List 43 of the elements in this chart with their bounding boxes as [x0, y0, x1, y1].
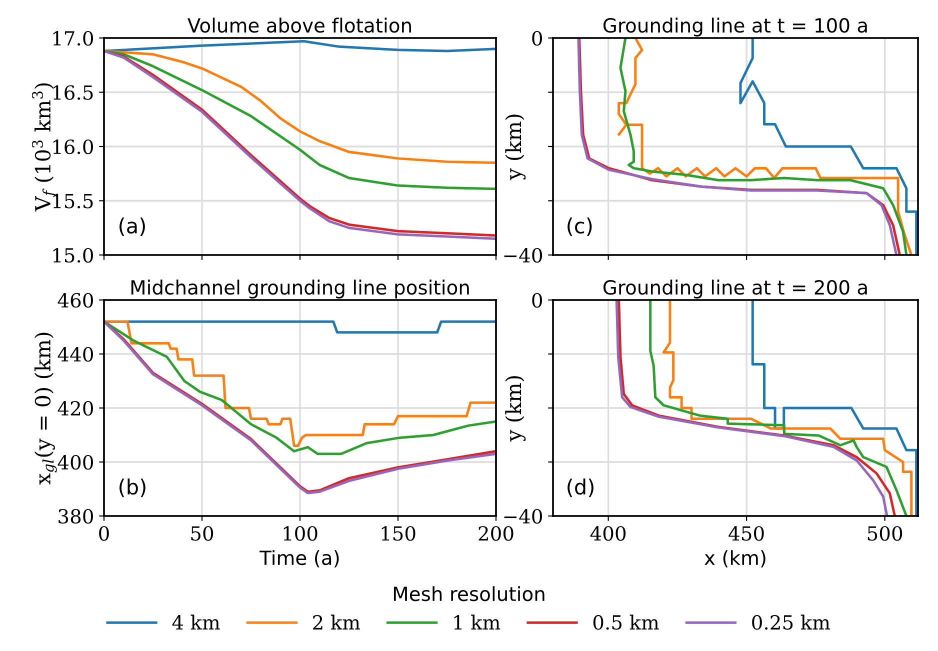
x-tick-label: 500	[868, 526, 902, 541]
y-tick-label: 0	[532, 292, 542, 308]
chart-title: Grounding line at t = 100 a	[603, 18, 867, 36]
y-tick-label: 16.5	[53, 85, 93, 100]
x-axis-title: x (km)	[704, 550, 766, 568]
y-tick-label: 460	[58, 292, 93, 308]
annotation: (b)	[120, 478, 146, 498]
line-series	[104, 40, 496, 52]
x-tick-label: 400	[590, 526, 626, 541]
y-tick-label: 420	[58, 400, 93, 416]
x-tick-label: 100	[284, 526, 318, 541]
y-tick-label: 16.0	[53, 139, 93, 154]
y-tick-label: 0	[532, 30, 542, 46]
y-tick-label: 15.0	[53, 248, 93, 263]
y-tick-label: 440	[58, 346, 93, 362]
legend-label: 4 km	[172, 614, 220, 630]
y-tick-label: 380	[58, 508, 93, 524]
y-tick-label: −40	[504, 248, 542, 263]
x-tick-label: 450	[728, 526, 764, 541]
legend-label: 2 km	[313, 614, 360, 630]
x-tick-label: 200	[478, 526, 514, 541]
annotation: (c)	[568, 218, 592, 236]
legend-label: 0.5 km	[593, 614, 659, 630]
y-axis-title: y (km)	[505, 376, 526, 442]
legend-label: 0.25 km	[752, 614, 830, 630]
chart-title: Volume above flotation	[188, 18, 411, 33]
y-axis-title: x$_{gl}$(y = 0) (km)	[34, 332, 57, 485]
y-tick-label: 400	[58, 454, 93, 470]
x-tick-label: 150	[382, 526, 416, 541]
chart-title: Midchannel grounding line position	[131, 280, 469, 298]
x-tick-label: 50	[191, 526, 214, 541]
line-series	[104, 50, 496, 190]
legend-label: 1 km	[454, 614, 500, 630]
y-axis-title: y (km)	[505, 114, 526, 180]
x-tick-label: 0	[99, 526, 109, 541]
annotation: (d)	[568, 478, 594, 498]
legend-title: Mesh resolution	[394, 586, 544, 602]
y-tick-label: −40	[504, 508, 542, 524]
line-series	[104, 50, 496, 164]
x-axis-title: Time (a)	[260, 550, 339, 568]
annotation: (a)	[120, 218, 145, 236]
y-tick-label: 17.0	[53, 30, 93, 46]
chart-title: Grounding line at t = 200 a	[603, 280, 867, 298]
